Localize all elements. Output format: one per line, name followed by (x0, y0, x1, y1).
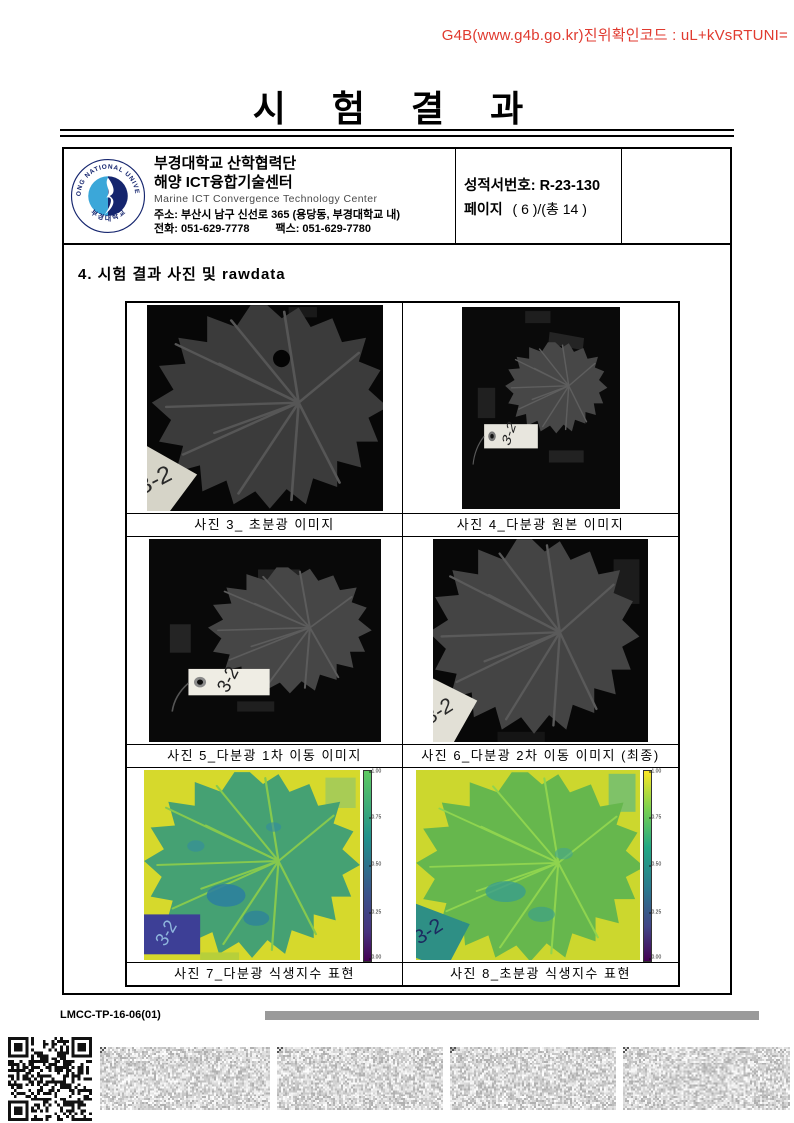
colorbar-gradient (643, 770, 652, 962)
org-name-kr-2: 해양 ICT융합기술센터 (154, 174, 400, 193)
title-divider (60, 129, 734, 137)
noise-strip-2 (277, 1047, 443, 1110)
colorbar-gradient (363, 770, 372, 962)
report-page: G4B(www.g4b.go.kr)진위확인코드 : uL+kVsRTUNI= … (0, 0, 794, 1123)
qr-code (8, 1037, 92, 1121)
colorbar: 1.00 0.75 0.50 0.25 0.00 (640, 770, 666, 960)
form-number: LMCC-TP-16-06(01) (60, 1009, 161, 1021)
noise-strip-1 (100, 1047, 270, 1110)
colorbar-tick: 1.00 (652, 769, 662, 774)
photo-5-shifted-image-1: 3-2 (149, 539, 381, 742)
report-number-label: 성적서번호: (464, 178, 536, 194)
org-name-en: Marine ICT Convergence Technology Center (154, 193, 400, 206)
colorbar: 1.00 0.75 0.50 0.25 0.00 (360, 770, 386, 960)
page-title: 시 험 결 과 (0, 80, 794, 132)
photo-6-shifted-image-2: 3-2 (433, 539, 648, 742)
photo-7-vegetation-index-figure: 3-2 1.00 0.75 0.50 0.25 0.00 (144, 770, 386, 960)
photo-8-cell: 3-2 1.00 0.75 0.50 0.25 0.00 (403, 768, 680, 963)
report-page-label: 페이지 (464, 201, 503, 217)
sample-tag: 3-2 (144, 914, 200, 954)
photo-4-multispectral-image: 3-2 (462, 307, 620, 509)
colorbar-tick: 1.00 (372, 769, 382, 774)
photo-caption: 사진 8_초분광 식생지수 표현 (403, 963, 680, 987)
org-phone: 전화: 051-629-7778 (154, 223, 249, 237)
colorbar-tick: 0.25 (372, 910, 382, 915)
footer-gray-bar (265, 1011, 759, 1020)
org-cell: PUKYONG NATIONAL UNIVERSITY 부 경 대 학 교 부경… (64, 149, 456, 243)
photo-5-cell: 3-2 (126, 537, 403, 745)
header-empty-cell (622, 149, 730, 243)
noise-strip-3 (450, 1047, 616, 1110)
colorbar-tick: 0.50 (372, 863, 382, 868)
photo-6-cell: 3-2 (403, 537, 680, 745)
org-address: 주소: 부산시 남구 신선로 365 (용당동, 부경대학교 내) (154, 209, 400, 223)
org-contact: 전화: 051-629-7778 팩스: 051-629-7780 (154, 223, 400, 237)
report-page-value: ( 6 )/(총 14 ) (513, 201, 587, 217)
photo-caption: 사진 7_다분광 식생지수 표현 (126, 963, 403, 987)
photo-caption: 사진 4_다분광 원본 이미지 (403, 514, 680, 537)
colorbar-tick: 0.25 (652, 910, 662, 915)
photo-table: 3-2 (125, 301, 680, 987)
org-name-kr-1: 부경대학교 산학협력단 (154, 155, 400, 174)
noise-strip-4 (623, 1047, 790, 1110)
colorbar-tick: 0.00 (372, 956, 382, 961)
report-page-info: 페이지 ( 6 )/(총 14 ) (464, 199, 613, 219)
section-title: 4. 시험 결과 사진 및 rawdata (78, 263, 730, 284)
report-number: 성적서번호: R-23-130 (464, 174, 613, 195)
org-fax: 팩스: 051-629-7780 (275, 223, 370, 237)
photo-caption: 사진 5_다분광 1차 이동 이미지 (126, 745, 403, 768)
report-number-value: R-23-130 (540, 178, 600, 194)
photo-7-cell: 3-2 1.00 0.75 0.50 0.25 0.00 (126, 768, 403, 963)
results-box: 4. 시험 결과 사진 및 rawdata (62, 243, 732, 995)
university-logo-icon: PUKYONG NATIONAL UNIVERSITY 부 경 대 학 교 (70, 158, 146, 234)
photo-4-cell: 3-2 (403, 302, 680, 514)
colorbar-tick: 0.50 (652, 863, 662, 868)
photo-3-hyperspectral-image: 3-2 (147, 305, 383, 511)
colorbar-tick: 0.75 (652, 815, 662, 820)
colorbar-tick: 0.75 (372, 815, 382, 820)
colorbar-tick: 0.00 (652, 956, 662, 961)
authenticity-code: G4B(www.g4b.go.kr)진위확인코드 : uL+kVsRTUNI= (442, 24, 788, 45)
photo-3-cell: 3-2 (126, 302, 403, 514)
photo-8-vegetation-index-figure: 3-2 1.00 0.75 0.50 0.25 0.00 (416, 770, 666, 960)
photo-caption: 사진 3_ 초분광 이미지 (126, 514, 403, 537)
report-meta-cell: 성적서번호: R-23-130 페이지 ( 6 )/(총 14 ) (456, 149, 622, 243)
photo-caption: 사진 6_다분광 2차 이동 이미지 (최종) (403, 745, 680, 768)
header-box: PUKYONG NATIONAL UNIVERSITY 부 경 대 학 교 부경… (62, 147, 732, 245)
